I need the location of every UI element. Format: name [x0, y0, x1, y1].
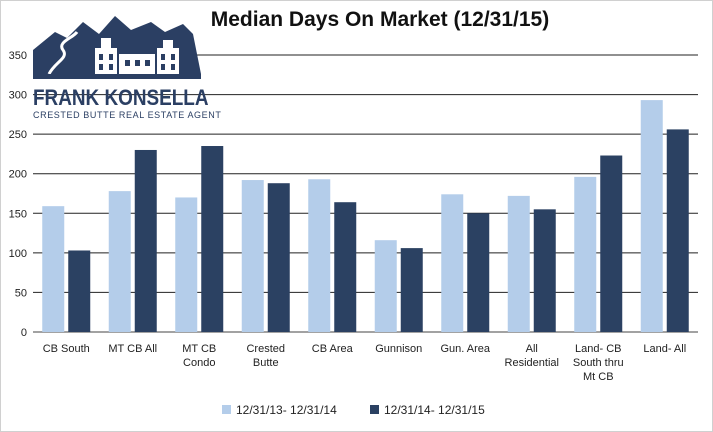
bar-series-2	[467, 213, 490, 332]
frank-konsella-logo: FRANK KONSELLA CRESTED BUTTE REAL ESTATE…	[33, 14, 222, 124]
bar-series-1	[441, 194, 464, 332]
x-tick-label: Residential	[505, 357, 559, 369]
x-tick-label: South thru	[573, 357, 624, 369]
bar-series-1	[374, 240, 397, 332]
bar-series-2	[267, 183, 290, 332]
bar-series-2	[666, 129, 689, 332]
x-tick-label: CB Area	[312, 343, 354, 355]
y-tick-label: 150	[9, 208, 27, 220]
bar-series-1	[507, 195, 530, 332]
bar-series-1	[241, 180, 264, 332]
bar-series-2	[600, 155, 623, 332]
x-tick-label: Land- CB	[575, 343, 621, 355]
bar-series-1	[175, 197, 198, 332]
x-tick-label: Gun. Area	[440, 343, 490, 355]
y-tick-label: 300	[9, 90, 27, 102]
legend-swatch	[222, 405, 231, 414]
y-tick-label: 250	[9, 129, 27, 141]
y-tick-label: 0	[21, 327, 27, 339]
bar-series-1	[640, 100, 663, 333]
x-tick-label: Land- All	[643, 343, 686, 355]
y-tick-label: 50	[15, 287, 27, 299]
x-tick-label: Crested	[246, 343, 285, 355]
bar-series-2	[533, 209, 556, 332]
x-axis-labels: CB South MT CB All MT CB Condo Crested Butte C…	[43, 343, 686, 383]
bar-series-2	[134, 149, 157, 332]
y-axis-ticks: 0 50 100 150 200 250 300 350	[9, 50, 27, 339]
logo-tagline: CRESTED BUTTE REAL ESTATE AGENT	[33, 110, 222, 120]
bars	[42, 100, 689, 333]
bar-series-1	[308, 179, 331, 332]
x-tick-label: Butte	[253, 357, 279, 369]
bar-series-2	[68, 250, 91, 332]
bar-series-1	[108, 191, 131, 332]
mountain-town-logo-icon	[33, 16, 201, 79]
legend-label: 12/31/13- 12/31/14	[236, 403, 337, 417]
x-tick-label: MT CB All	[108, 343, 157, 355]
bar-series-1	[574, 176, 597, 332]
bar-series-1	[42, 206, 65, 332]
y-tick-label: 350	[9, 50, 27, 62]
bar-series-2	[400, 248, 423, 332]
bar-series-2	[201, 146, 224, 332]
y-tick-label: 100	[9, 248, 27, 260]
x-tick-label: Gunnison	[375, 343, 422, 355]
x-tick-label: Condo	[183, 357, 215, 369]
legend-label: 12/31/14- 12/31/15	[384, 403, 485, 417]
legend: 12/31/13- 12/31/14 12/31/14- 12/31/15	[222, 403, 485, 417]
x-tick-label: All	[526, 343, 538, 355]
x-tick-label: CB South	[43, 343, 90, 355]
x-tick-label: Mt CB	[583, 371, 614, 383]
chart-title: Median Days On Market (12/31/15)	[210, 8, 550, 31]
y-tick-label: 200	[9, 169, 27, 181]
bar-series-2	[334, 202, 357, 332]
legend-swatch	[370, 405, 379, 414]
x-tick-label: MT CB	[182, 343, 216, 355]
logo-name: FRANK KONSELLA	[33, 85, 209, 110]
